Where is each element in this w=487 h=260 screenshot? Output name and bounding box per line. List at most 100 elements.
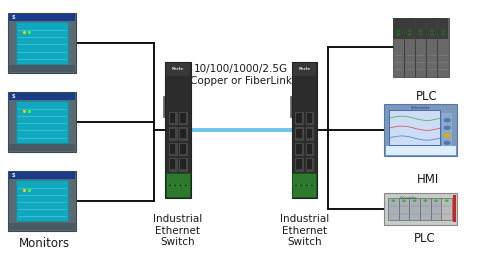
Circle shape bbox=[397, 34, 400, 35]
FancyBboxPatch shape bbox=[170, 128, 175, 138]
FancyBboxPatch shape bbox=[297, 144, 301, 154]
Circle shape bbox=[311, 185, 314, 186]
FancyBboxPatch shape bbox=[404, 18, 415, 77]
Circle shape bbox=[413, 200, 416, 202]
Circle shape bbox=[408, 34, 411, 35]
FancyBboxPatch shape bbox=[389, 110, 440, 145]
FancyBboxPatch shape bbox=[179, 158, 187, 171]
FancyBboxPatch shape bbox=[179, 142, 187, 155]
FancyBboxPatch shape bbox=[9, 223, 75, 230]
FancyBboxPatch shape bbox=[170, 159, 175, 169]
FancyBboxPatch shape bbox=[8, 92, 76, 152]
FancyBboxPatch shape bbox=[295, 112, 303, 124]
FancyBboxPatch shape bbox=[388, 198, 399, 220]
FancyBboxPatch shape bbox=[16, 22, 68, 64]
Circle shape bbox=[295, 185, 297, 186]
Circle shape bbox=[168, 185, 171, 186]
FancyBboxPatch shape bbox=[295, 158, 303, 171]
Text: Schneider: Schneider bbox=[400, 197, 417, 200]
Text: Industrial
Ethernet
Switch: Industrial Ethernet Switch bbox=[153, 214, 203, 247]
Circle shape bbox=[392, 200, 394, 202]
Circle shape bbox=[169, 185, 171, 186]
FancyBboxPatch shape bbox=[431, 198, 442, 220]
FancyBboxPatch shape bbox=[453, 196, 456, 222]
FancyBboxPatch shape bbox=[386, 146, 456, 155]
Circle shape bbox=[419, 34, 422, 35]
FancyBboxPatch shape bbox=[170, 113, 175, 123]
Circle shape bbox=[403, 200, 405, 202]
FancyBboxPatch shape bbox=[441, 198, 452, 220]
Circle shape bbox=[435, 200, 437, 202]
FancyBboxPatch shape bbox=[181, 159, 186, 169]
FancyBboxPatch shape bbox=[393, 18, 404, 77]
FancyBboxPatch shape bbox=[290, 96, 293, 116]
Text: PLC: PLC bbox=[413, 232, 435, 245]
FancyBboxPatch shape bbox=[297, 159, 301, 169]
FancyBboxPatch shape bbox=[297, 128, 301, 138]
Circle shape bbox=[442, 34, 445, 35]
Text: Perle: Perle bbox=[172, 68, 184, 72]
FancyBboxPatch shape bbox=[398, 198, 410, 220]
FancyBboxPatch shape bbox=[181, 113, 186, 123]
FancyBboxPatch shape bbox=[427, 18, 437, 38]
Circle shape bbox=[444, 119, 450, 122]
FancyBboxPatch shape bbox=[169, 142, 177, 155]
FancyBboxPatch shape bbox=[415, 18, 427, 77]
FancyBboxPatch shape bbox=[170, 144, 175, 154]
Circle shape bbox=[444, 141, 450, 144]
Text: S: S bbox=[11, 173, 15, 178]
FancyBboxPatch shape bbox=[169, 158, 177, 171]
FancyBboxPatch shape bbox=[409, 198, 420, 220]
Text: Schneider: Schneider bbox=[411, 106, 431, 110]
FancyBboxPatch shape bbox=[16, 180, 68, 222]
FancyBboxPatch shape bbox=[164, 96, 166, 116]
FancyBboxPatch shape bbox=[384, 104, 457, 156]
FancyBboxPatch shape bbox=[307, 159, 312, 169]
FancyBboxPatch shape bbox=[295, 127, 303, 140]
Circle shape bbox=[442, 30, 445, 32]
FancyBboxPatch shape bbox=[9, 172, 75, 179]
FancyBboxPatch shape bbox=[393, 18, 404, 38]
Circle shape bbox=[306, 185, 308, 186]
FancyBboxPatch shape bbox=[179, 112, 187, 124]
FancyBboxPatch shape bbox=[181, 128, 186, 138]
FancyBboxPatch shape bbox=[165, 62, 190, 198]
FancyBboxPatch shape bbox=[307, 113, 312, 123]
FancyBboxPatch shape bbox=[166, 63, 189, 76]
Circle shape bbox=[424, 200, 427, 202]
FancyBboxPatch shape bbox=[305, 127, 313, 140]
Circle shape bbox=[431, 34, 433, 35]
FancyBboxPatch shape bbox=[181, 144, 186, 154]
FancyBboxPatch shape bbox=[293, 63, 316, 76]
Circle shape bbox=[397, 30, 400, 32]
FancyBboxPatch shape bbox=[305, 112, 313, 124]
FancyBboxPatch shape bbox=[9, 93, 75, 100]
FancyBboxPatch shape bbox=[9, 65, 75, 73]
FancyBboxPatch shape bbox=[9, 144, 75, 151]
Text: Monitors: Monitors bbox=[19, 237, 70, 250]
FancyBboxPatch shape bbox=[169, 112, 177, 124]
FancyBboxPatch shape bbox=[166, 173, 190, 198]
FancyBboxPatch shape bbox=[305, 158, 313, 171]
FancyBboxPatch shape bbox=[437, 18, 449, 77]
FancyBboxPatch shape bbox=[295, 142, 303, 155]
Text: Industrial
Ethernet
Switch: Industrial Ethernet Switch bbox=[280, 214, 329, 247]
Circle shape bbox=[173, 185, 177, 186]
FancyBboxPatch shape bbox=[426, 18, 437, 77]
Circle shape bbox=[311, 185, 313, 186]
FancyBboxPatch shape bbox=[297, 113, 301, 123]
Circle shape bbox=[305, 185, 308, 186]
FancyBboxPatch shape bbox=[9, 14, 75, 21]
FancyBboxPatch shape bbox=[384, 193, 457, 225]
FancyBboxPatch shape bbox=[169, 127, 177, 140]
Circle shape bbox=[444, 134, 450, 137]
FancyBboxPatch shape bbox=[420, 198, 431, 220]
FancyBboxPatch shape bbox=[438, 18, 448, 38]
FancyBboxPatch shape bbox=[404, 18, 415, 38]
FancyBboxPatch shape bbox=[292, 173, 317, 198]
Circle shape bbox=[419, 30, 422, 32]
FancyBboxPatch shape bbox=[415, 18, 426, 38]
Circle shape bbox=[185, 185, 187, 186]
Circle shape bbox=[295, 185, 298, 186]
Circle shape bbox=[174, 185, 176, 186]
